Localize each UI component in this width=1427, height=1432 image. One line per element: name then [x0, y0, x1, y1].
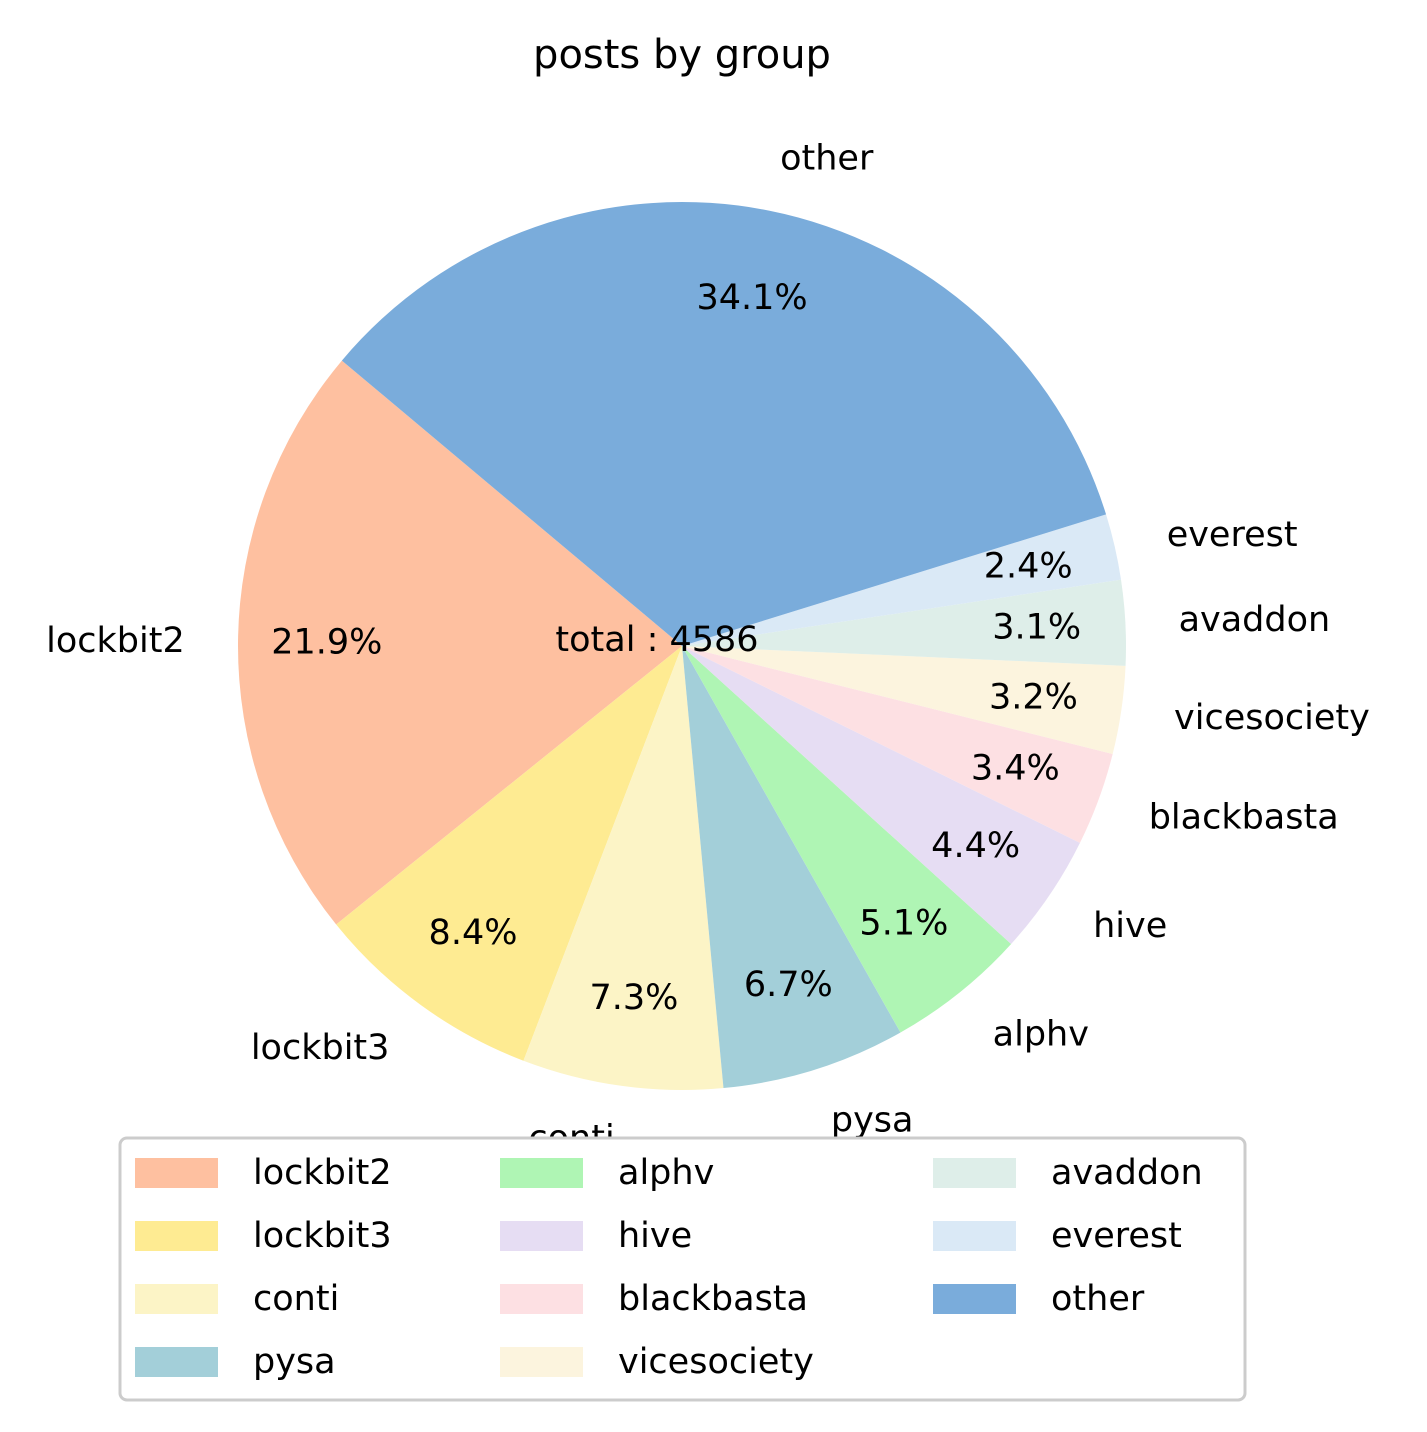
- legend-swatch-hive: [500, 1221, 583, 1251]
- legend-label-lockbit2: lockbit2: [253, 1153, 392, 1193]
- legend-label-hive: hive: [618, 1216, 692, 1256]
- slice-label-vicesociety: vicesociety: [1174, 698, 1370, 738]
- slice-labels: lockbit2lockbit3contipysaalphvhiveblackb…: [46, 138, 1370, 1158]
- slice-label-hive: hive: [1093, 906, 1167, 946]
- percent-label-blackbasta: 3.4%: [971, 749, 1060, 789]
- legend-label-lockbit3: lockbit3: [253, 1216, 392, 1256]
- pie-slices: [237, 201, 1127, 1091]
- percent-label-lockbit3: 8.4%: [429, 913, 518, 953]
- legend: lockbit2 lockbit3 conti pysa alphv hive blackb…: [118, 1136, 1247, 1402]
- percent-label-pysa: 6.7%: [744, 965, 833, 1005]
- pie-slice-pysa: [682, 646, 901, 1089]
- pie-slice-lockbit2: [237, 360, 682, 925]
- pie-slice-lockbit3: [336, 646, 682, 1061]
- pie-slice-alphv: [682, 646, 1012, 1033]
- pie-slice-vicesociety: [682, 646, 1126, 755]
- slice-label-other: other: [780, 138, 874, 178]
- legend-label-avaddon: avaddon: [1051, 1153, 1203, 1193]
- legend-swatch-vicesociety: [500, 1347, 583, 1377]
- legend-frame: [118, 1136, 1247, 1402]
- pie-slice-blackbasta: [682, 646, 1113, 843]
- legend-swatch-everest: [933, 1221, 1016, 1251]
- legend-label-vicesociety: vicesociety: [618, 1342, 814, 1382]
- slice-label-lockbit3: lockbit3: [251, 1028, 390, 1068]
- legend-swatch-pysa: [135, 1347, 218, 1377]
- percent-label-conti: 7.3%: [589, 978, 678, 1018]
- legend-label-everest: everest: [1051, 1216, 1182, 1256]
- legend-swatch-avaddon: [933, 1158, 1016, 1188]
- center-total-label: total : 4586: [555, 620, 758, 660]
- legend-label-blackbasta: blackbasta: [618, 1279, 808, 1319]
- legend-label-conti: conti: [253, 1279, 339, 1319]
- percent-labels: 21.9% 8.4% 7.3% 6.7% 5.1% 4.4% 3.4% 3.2% 3.1% 2.4…: [271, 278, 1081, 1018]
- percent-label-vicesociety: 3.2%: [989, 677, 1078, 717]
- legend-label-other: other: [1051, 1279, 1145, 1319]
- legend-swatch-lockbit3: [135, 1221, 218, 1251]
- legend-swatch-alphv: [500, 1158, 583, 1188]
- slice-label-lockbit2: lockbit2: [46, 621, 185, 661]
- slice-label-pysa: pysa: [831, 1100, 914, 1140]
- percent-label-avaddon: 3.1%: [992, 607, 1081, 647]
- percent-label-hive: 4.4%: [931, 826, 1020, 866]
- slice-label-avaddon: avaddon: [1179, 600, 1331, 640]
- legend-swatch-conti: [135, 1284, 218, 1314]
- legend-swatch-lockbit2: [135, 1158, 218, 1188]
- legend-swatch-other: [933, 1284, 1016, 1314]
- percent-label-lockbit2: 21.9%: [271, 622, 382, 662]
- pie-slice-conti: [523, 646, 724, 1091]
- pie-slice-avaddon: [682, 579, 1127, 666]
- chart-title: posts by group: [533, 32, 831, 78]
- slice-label-blackbasta: blackbasta: [1149, 798, 1339, 838]
- legend-label-alphv: alphv: [618, 1153, 714, 1193]
- pie-slice-other: [341, 201, 1107, 646]
- pie-slice-everest: [682, 514, 1122, 646]
- slice-label-alphv: alphv: [993, 1014, 1089, 1054]
- pie-slice-hive: [682, 646, 1080, 945]
- percent-label-other: 34.1%: [696, 278, 807, 318]
- legend-swatch-blackbasta: [500, 1284, 583, 1314]
- percent-label-alphv: 5.1%: [859, 903, 948, 943]
- legend-label-pysa: pysa: [253, 1342, 336, 1382]
- percent-label-everest: 2.4%: [984, 547, 1073, 587]
- slice-label-everest: everest: [1167, 515, 1298, 555]
